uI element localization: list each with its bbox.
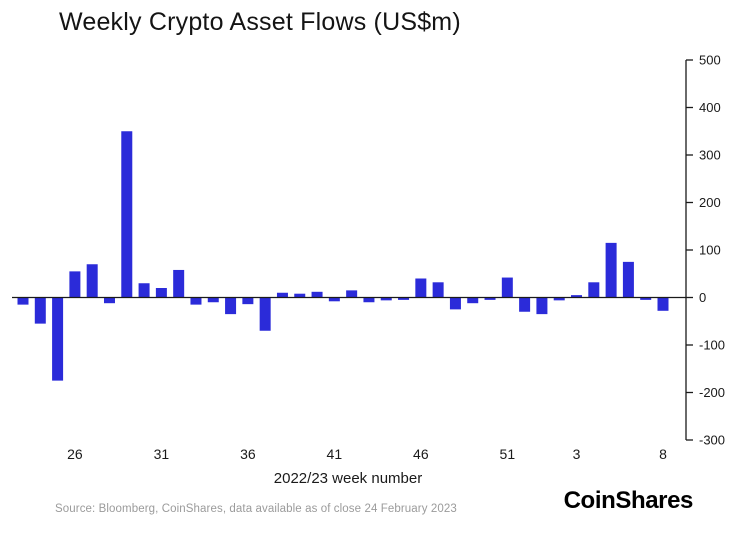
bar-week-44 — [380, 297, 392, 301]
bar-week-23 — [17, 297, 29, 305]
bar-week-31 — [155, 288, 167, 298]
bar-week-34 — [207, 297, 219, 303]
y-tick-label: -200 — [699, 385, 725, 400]
bar-week-46 — [415, 278, 427, 298]
bar-week-4 — [588, 282, 600, 298]
bar-week-38 — [276, 292, 288, 298]
bar-week-50 — [484, 297, 496, 300]
bar-week-35 — [225, 297, 237, 315]
bar-week-30 — [138, 283, 150, 298]
y-tick-label: 400 — [699, 100, 721, 115]
crypto-flows-bar-chart: 500 400 300 200 100 0 -100 -200 -300 26 31 36 41 46 51… — [12, 53, 725, 462]
x-axis-title: 2022/23 week number — [273, 470, 423, 487]
x-tick-label: 46 — [413, 446, 429, 462]
bar-week-39 — [294, 293, 306, 298]
bar-week-47 — [432, 282, 444, 298]
bar-week-32 — [173, 269, 185, 298]
bar-week-52 — [519, 297, 531, 312]
bar-week-42 — [346, 290, 358, 298]
x-tick-label: 36 — [240, 446, 256, 462]
bar-week-33 — [190, 297, 202, 305]
x-tick-label: 41 — [327, 446, 343, 462]
bar-week-5 — [605, 242, 617, 298]
bar-week-1 — [536, 297, 548, 315]
y-tick-label: -300 — [699, 433, 725, 448]
bar-week-7 — [640, 297, 652, 300]
bar-week-28 — [103, 297, 115, 304]
bar-week-51 — [501, 277, 513, 298]
y-tick-label: 500 — [699, 53, 721, 68]
x-tick-label: 51 — [500, 446, 516, 462]
y-tick-label: 100 — [699, 243, 721, 258]
bar-week-41 — [328, 297, 340, 302]
bar-week-29 — [121, 131, 133, 298]
bar-week-27 — [86, 264, 98, 298]
bar-week-26 — [69, 271, 81, 298]
y-tick-label: 0 — [699, 290, 706, 305]
bar-week-3 — [571, 295, 583, 298]
bar-week-24 — [34, 297, 46, 324]
bar-week-45 — [398, 297, 410, 300]
bar-week-25 — [52, 297, 64, 381]
bar-week-8 — [657, 297, 669, 311]
x-tick-label: 3 — [573, 446, 581, 462]
y-tick-label: -100 — [699, 338, 725, 353]
page-title: Weekly Crypto Asset Flows (US$m) — [59, 8, 461, 36]
bar-week-40 — [311, 291, 323, 298]
bar-week-6 — [622, 261, 634, 298]
bar-week-43 — [363, 297, 375, 303]
bar-week-2 — [553, 297, 565, 301]
source-note: Source: Bloomberg, CoinShares, data avai… — [55, 503, 457, 515]
y-tick-label: 300 — [699, 148, 721, 163]
y-tick-label: 200 — [699, 195, 721, 210]
bar-week-37 — [259, 297, 271, 331]
coinshares-logo: CoinShares — [563, 487, 694, 514]
bar-week-48 — [449, 297, 461, 310]
bar-week-36 — [242, 297, 254, 305]
x-tick-label: 8 — [659, 446, 667, 462]
x-tick-label: 31 — [154, 446, 170, 462]
bar-week-49 — [467, 297, 479, 304]
x-tick-label: 26 — [67, 446, 83, 462]
